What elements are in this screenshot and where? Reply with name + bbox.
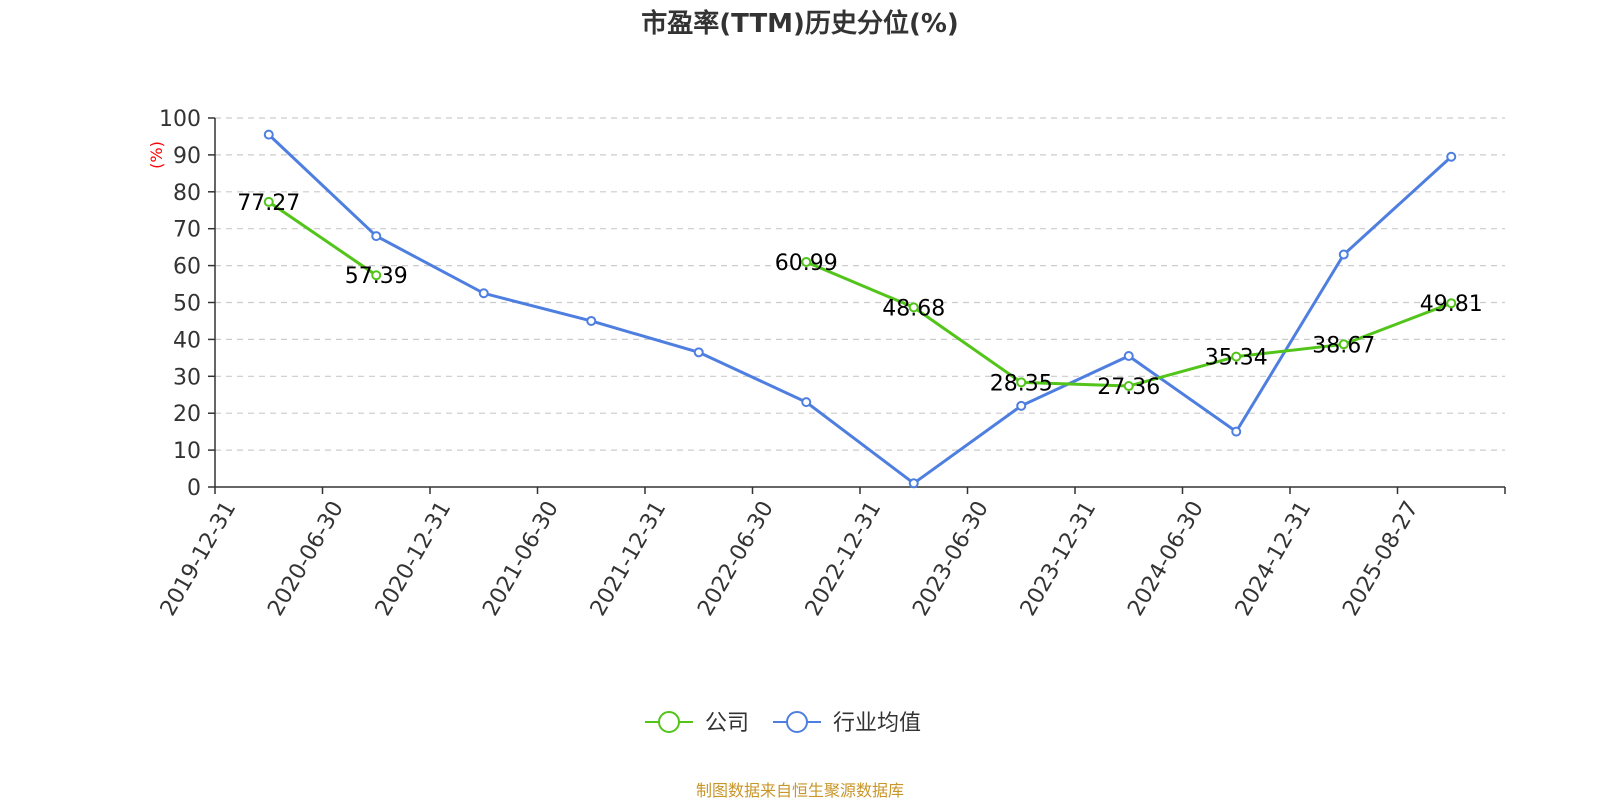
source-note: 制图数据来自恒生聚源数据库: [696, 781, 904, 800]
x-tick-label: 2021-06-30: [478, 497, 564, 620]
data-label: 38.67: [1312, 333, 1375, 358]
x-tick-label: 2022-06-30: [693, 497, 779, 620]
y-tick-label: 100: [159, 107, 201, 132]
legend-label: 公司: [705, 711, 749, 736]
legend-item-industry[interactable]: 行业均值: [773, 711, 921, 736]
chart-title: 市盈率(TTM)历史分位(%): [641, 8, 959, 39]
y-axis-label: (%): [147, 141, 166, 169]
data-point-industry: [1338, 249, 1349, 260]
series-line-industry: [267, 133, 1453, 486]
x-tick-label: 2024-06-30: [1123, 497, 1209, 620]
y-tick-label: 40: [173, 328, 201, 353]
data-point-company: [1338, 339, 1349, 350]
data-point-industry: [263, 129, 274, 140]
data-label: 35.34: [1205, 346, 1268, 371]
data-point-company: [371, 270, 382, 281]
y-tick-label: 50: [173, 292, 201, 317]
x-tick-label: 2024-12-31: [1231, 497, 1317, 620]
legend-marker: [786, 711, 808, 733]
x-tick-label: 2022-12-31: [801, 497, 887, 620]
y-tick-labels: 0 10 20 30 40 50 60 70 80 90 100: [159, 107, 201, 501]
data-point-industry: [1123, 351, 1134, 362]
legend[interactable]: 公司 行业均值: [645, 711, 921, 736]
data-point-company: [1123, 381, 1134, 392]
x-tick-label: 2019-12-31: [156, 497, 242, 620]
data-point-company: [1016, 377, 1027, 388]
x-tick-label: 2020-12-31: [371, 497, 457, 620]
data-point-industry: [801, 397, 812, 408]
series-group: 77.27 57.39 60.99 48.68 28.35 27.36 35.34 38.67…: [237, 129, 1483, 489]
data-point-company: [908, 302, 919, 313]
data-label: 77.27: [237, 191, 300, 216]
data-label: 27.36: [1097, 375, 1160, 400]
data-point-industry: [586, 315, 597, 326]
data-label: 28.35: [990, 371, 1053, 396]
data-point-industry: [371, 231, 382, 242]
data-point-company: [1446, 298, 1457, 309]
axes: [208, 117, 1506, 494]
series-line-company: [805, 260, 1452, 388]
data-label: 60.99: [775, 251, 838, 276]
data-label: 57.39: [345, 264, 408, 289]
data-point-industry: [1016, 400, 1027, 411]
legend-item-company[interactable]: 公司: [645, 711, 749, 736]
data-point-company: [1231, 351, 1242, 362]
y-tick-label: 70: [173, 218, 201, 243]
y-tick-label: 10: [173, 439, 201, 464]
y-tick-label: 60: [173, 255, 201, 280]
x-tick-label: 2020-06-30: [263, 497, 349, 620]
data-point-company: [801, 256, 812, 267]
series-line-company: [267, 200, 378, 277]
y-tick-label: 30: [173, 365, 201, 390]
legend-marker: [658, 711, 680, 733]
data-point-industry: [478, 288, 489, 299]
data-point-industry: [693, 347, 704, 358]
legend-label: 行业均值: [833, 711, 921, 736]
data-point-industry: [1231, 426, 1242, 437]
data-label: 49.81: [1420, 292, 1483, 317]
data-label: 48.68: [882, 296, 945, 321]
x-tick-label: 2021-12-31: [586, 497, 672, 620]
x-tick-label: 2023-06-30: [908, 497, 994, 620]
data-point-industry: [908, 478, 919, 489]
x-tick-label: 2025-08-27: [1338, 497, 1424, 620]
data-point-industry: [1446, 151, 1457, 162]
data-point-company: [263, 196, 274, 207]
y-tick-label: 80: [173, 181, 201, 206]
y-tick-label: 0: [187, 476, 201, 501]
y-tick-label: 20: [173, 402, 201, 427]
x-tick-labels: 2019-12-31 2020-06-30 2020-12-31 2021-06-30…: [156, 497, 1424, 620]
x-tick-label: 2023-12-31: [1016, 497, 1102, 620]
y-tick-label: 90: [173, 144, 201, 169]
